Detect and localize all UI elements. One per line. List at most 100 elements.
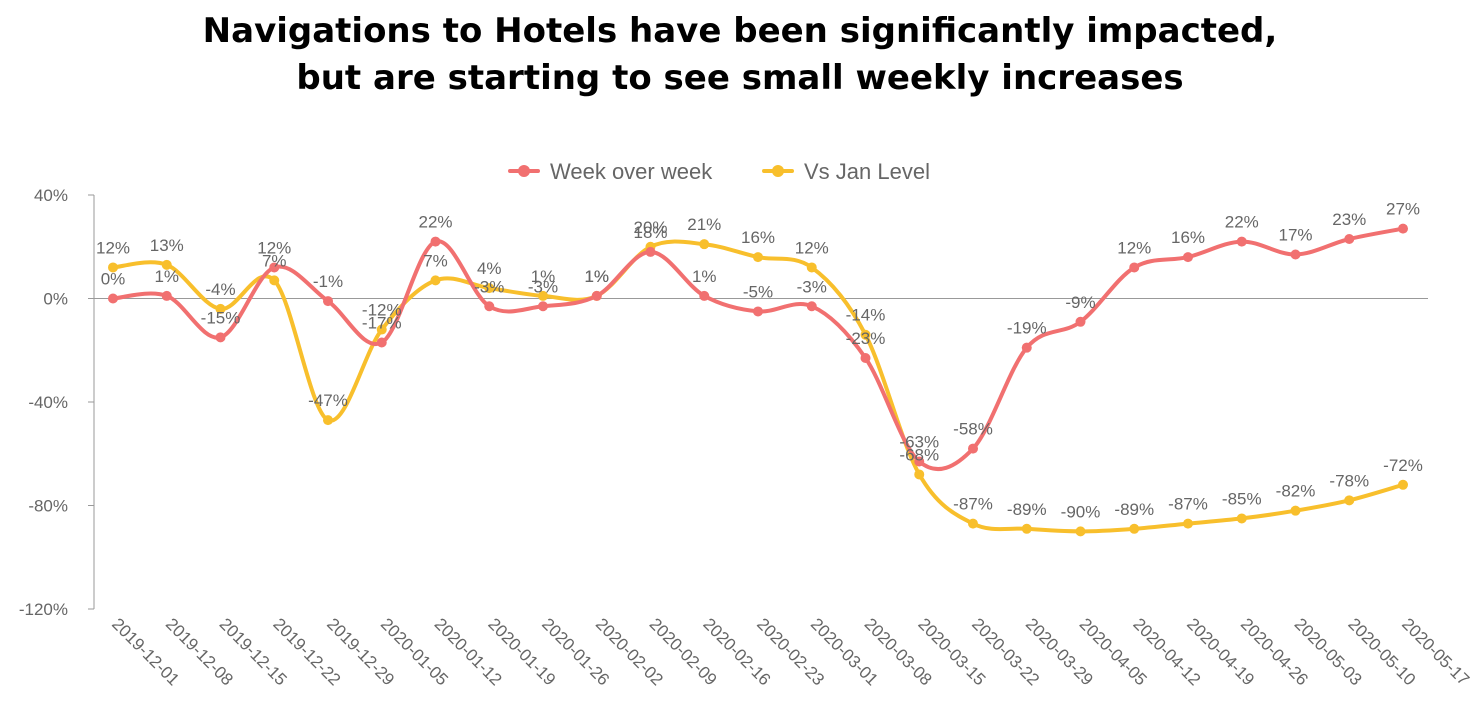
- data-label-vs-jan-level: -12%: [362, 301, 402, 320]
- data-label-week-over-week: -58%: [953, 420, 993, 439]
- data-point-vs-jan-level: [1075, 526, 1086, 537]
- chart-data-labels: 12% 13% -4% 7% -47% -12% 7% 4% 1% 1% 20% 21% 16% 12% -…: [96, 200, 1423, 522]
- data-label-vs-jan-level: -85%: [1222, 489, 1262, 508]
- data-label-week-over-week: 0%: [101, 270, 126, 289]
- data-point-vs-jan-level: [860, 329, 871, 340]
- data-point-week-over-week: [1344, 233, 1355, 244]
- data-point-vs-jan-level: [484, 283, 495, 294]
- y-tick-label: -80%: [28, 497, 68, 516]
- data-label-vs-jan-level: -87%: [953, 495, 993, 514]
- data-label-week-over-week: 1%: [692, 267, 717, 286]
- data-label-vs-jan-level: 7%: [423, 251, 448, 270]
- data-point-vs-jan-level: [215, 303, 226, 314]
- data-point-week-over-week: [430, 236, 441, 247]
- data-label-week-over-week: -5%: [743, 282, 773, 301]
- data-point-vs-jan-level: [538, 290, 548, 301]
- data-label-week-over-week: -3%: [528, 277, 558, 296]
- data-label-week-over-week: -15%: [201, 308, 241, 327]
- data-label-vs-jan-level: -14%: [846, 306, 886, 325]
- data-point-week-over-week: [591, 290, 602, 301]
- data-label-vs-jan-level: -90%: [1061, 502, 1101, 521]
- data-label-vs-jan-level: 20%: [633, 218, 667, 237]
- data-point-vs-jan-level: [269, 275, 280, 286]
- data-label-week-over-week: -3%: [797, 277, 827, 296]
- data-label-week-over-week: 18%: [633, 223, 667, 242]
- chart-axes: 40%0%-40%-80%-120%2019-12-012019-12-0820…: [19, 186, 1473, 689]
- data-point-week-over-week: [914, 456, 925, 467]
- data-point-vs-jan-level: [1183, 518, 1193, 529]
- data-point-week-over-week: [484, 301, 495, 312]
- data-point-week-over-week: [699, 290, 710, 301]
- data-label-vs-jan-level: 12%: [96, 238, 130, 257]
- data-point-vs-jan-level: [1129, 523, 1140, 534]
- data-label-vs-jan-level: -47%: [308, 391, 348, 410]
- legend-label-vs-jan-level: Vs Jan Level: [804, 159, 930, 184]
- data-label-vs-jan-level: 4%: [477, 259, 502, 278]
- data-point-week-over-week: [108, 293, 118, 304]
- data-label-week-over-week: 17%: [1278, 226, 1312, 245]
- chart-legend: Week over week Vs Jan Level: [508, 159, 930, 184]
- data-point-vs-jan-level: [699, 239, 710, 250]
- chart-lines: [111, 226, 1405, 534]
- data-point-week-over-week: [1236, 236, 1247, 247]
- data-point-week-over-week: [215, 332, 226, 343]
- data-point-week-over-week: [161, 290, 172, 301]
- data-label-week-over-week: -17%: [362, 313, 402, 332]
- data-label-vs-jan-level: -68%: [899, 445, 939, 464]
- data-label-vs-jan-level: 16%: [741, 228, 775, 247]
- data-point-week-over-week: [1075, 316, 1086, 327]
- data-point-vs-jan-level: [806, 262, 817, 273]
- data-label-week-over-week: 12%: [1117, 238, 1151, 257]
- data-label-week-over-week: 1%: [154, 267, 179, 286]
- data-label-vs-jan-level: 13%: [150, 236, 184, 255]
- data-point-vs-jan-level: [753, 252, 763, 263]
- series-line-week-over-week: [111, 226, 1405, 472]
- y-tick-label: 40%: [34, 186, 68, 205]
- data-point-vs-jan-level: [1021, 523, 1032, 534]
- data-point-week-over-week: [1290, 249, 1301, 260]
- chart-title-line-1: Navigations to Hotels have been signific…: [202, 11, 1278, 51]
- data-point-week-over-week: [860, 353, 871, 364]
- data-label-week-over-week: -19%: [1007, 319, 1047, 338]
- data-label-week-over-week: 12%: [257, 238, 291, 257]
- data-point-week-over-week: [269, 262, 280, 273]
- data-point-vs-jan-level: [1344, 495, 1355, 506]
- data-point-week-over-week: [1129, 262, 1140, 273]
- data-point-week-over-week: [753, 306, 763, 317]
- chart-points: [108, 223, 1408, 537]
- data-point-vs-jan-level: [1236, 513, 1247, 524]
- data-point-vs-jan-level: [323, 415, 333, 426]
- data-label-week-over-week: 23%: [1332, 210, 1366, 229]
- data-label-vs-jan-level: -4%: [205, 280, 235, 299]
- data-point-week-over-week: [538, 301, 548, 312]
- data-label-week-over-week: -63%: [899, 433, 939, 452]
- data-point-week-over-week: [1398, 223, 1408, 234]
- data-point-week-over-week: [968, 443, 978, 454]
- legend-marker-vs-jan-level: [772, 165, 784, 177]
- chart-title: Navigations to Hotels have been signific…: [0, 8, 1480, 102]
- chart-title-line-2: but are starting to see small weekly inc…: [296, 58, 1184, 98]
- data-point-week-over-week: [806, 301, 817, 312]
- data-label-vs-jan-level: -78%: [1329, 471, 1369, 490]
- data-point-vs-jan-level: [376, 324, 387, 335]
- y-tick-label: 0%: [43, 290, 68, 309]
- data-label-vs-jan-level: 1%: [531, 267, 556, 286]
- data-point-vs-jan-level: [108, 262, 118, 273]
- data-label-vs-jan-level: -72%: [1383, 456, 1423, 475]
- data-point-week-over-week: [376, 337, 387, 348]
- data-point-vs-jan-level: [1398, 479, 1408, 490]
- data-point-week-over-week: [1021, 342, 1032, 353]
- y-tick-label: -120%: [19, 600, 68, 619]
- legend-label-week-over-week: Week over week: [550, 159, 713, 184]
- data-label-week-over-week: 22%: [1225, 213, 1259, 232]
- data-label-vs-jan-level: -89%: [1007, 500, 1047, 519]
- data-label-vs-jan-level: -82%: [1276, 482, 1316, 501]
- data-label-vs-jan-level: 21%: [687, 215, 721, 234]
- data-label-week-over-week: -1%: [313, 272, 343, 291]
- data-point-week-over-week: [645, 246, 656, 257]
- data-point-week-over-week: [323, 296, 333, 307]
- data-label-week-over-week: 16%: [1171, 228, 1205, 247]
- data-label-vs-jan-level: 1%: [584, 267, 609, 286]
- data-label-vs-jan-level: 7%: [262, 251, 287, 270]
